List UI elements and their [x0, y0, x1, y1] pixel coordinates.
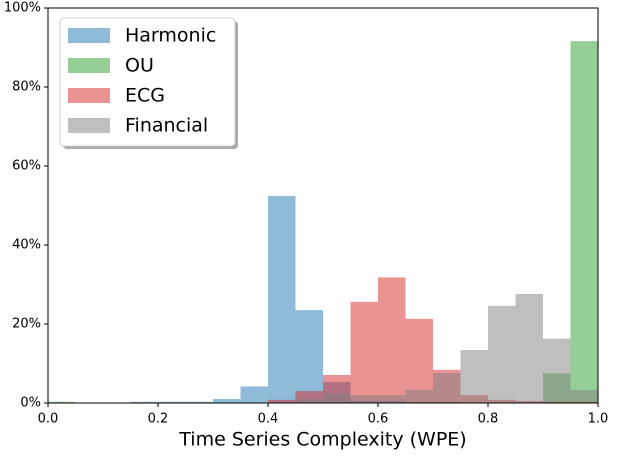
x-tick-label: 0.2 — [148, 412, 169, 427]
bar — [405, 318, 433, 403]
bar — [460, 350, 488, 403]
x-tick-label: 0.0 — [38, 412, 59, 427]
x-tick-label: 0.8 — [478, 412, 499, 427]
legend-swatch — [68, 58, 110, 73]
legend-box — [59, 17, 236, 147]
x-axis-label: Time Series Complexity (WPE) — [178, 429, 466, 451]
bar — [185, 401, 213, 403]
bar — [323, 393, 351, 403]
bar — [295, 391, 323, 403]
bar — [570, 41, 598, 404]
bar — [405, 389, 433, 403]
bar — [515, 293, 543, 403]
bar — [350, 395, 378, 403]
bar — [433, 372, 461, 403]
bar — [488, 305, 516, 403]
x-tick-label: 0.6 — [368, 412, 389, 427]
legend-swatch — [68, 118, 110, 133]
legend-label: Harmonic — [125, 25, 216, 47]
legend-label: Financial — [125, 115, 208, 137]
y-tick-label: 80% — [12, 80, 41, 95]
bar — [130, 401, 158, 403]
legend-label: ECG — [125, 85, 165, 107]
bar — [378, 395, 406, 403]
legend-swatch — [68, 88, 110, 103]
y-tick-label: 60% — [12, 159, 41, 174]
y-tick-label: 20% — [12, 317, 41, 332]
bar — [378, 277, 406, 403]
bar — [268, 196, 296, 403]
x-tick-label: 0.4 — [258, 412, 279, 427]
x-tick-label: 1.0 — [588, 412, 609, 427]
bar — [48, 401, 76, 403]
bar — [350, 301, 378, 403]
bar — [240, 386, 268, 403]
legend-label: OU — [125, 55, 154, 77]
y-tick-label: 40% — [12, 238, 41, 253]
bar — [543, 338, 571, 403]
plot-frame — [47, 7, 599, 404]
bar — [213, 399, 241, 403]
bar — [295, 310, 323, 403]
legend-swatch — [68, 28, 110, 43]
y-tick-label: 100% — [4, 1, 41, 16]
y-tick-label: 0% — [20, 396, 41, 411]
bar — [268, 399, 296, 403]
bar — [570, 389, 598, 403]
bar — [158, 401, 186, 403]
bar — [295, 399, 323, 403]
